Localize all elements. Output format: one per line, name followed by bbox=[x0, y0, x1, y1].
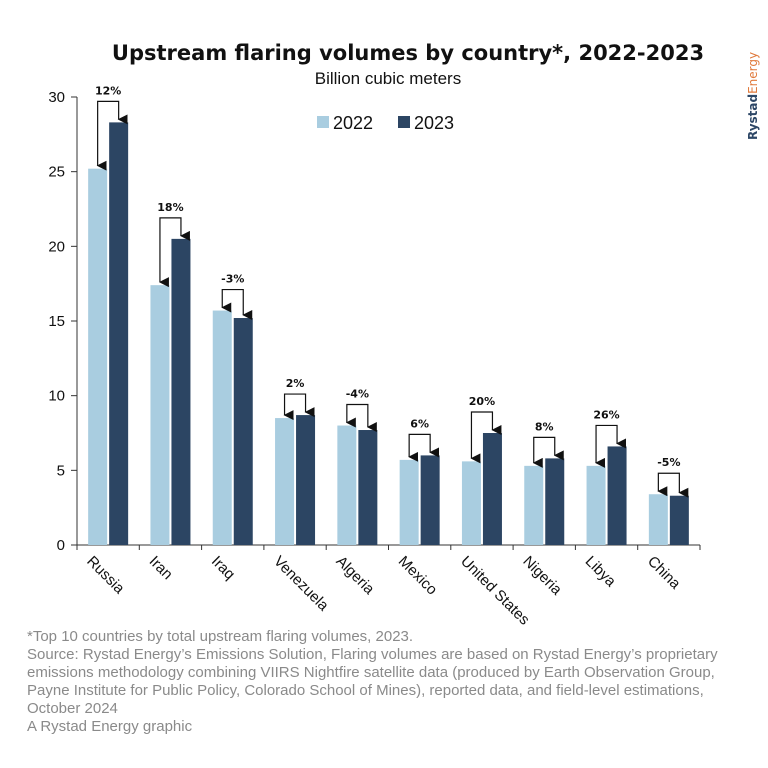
y-tick-label-0: 0 bbox=[57, 537, 65, 554]
x-label-china: China bbox=[644, 553, 684, 593]
bar-russia-2023 bbox=[109, 122, 129, 546]
legend: 2022 2023 bbox=[317, 113, 454, 133]
change-bracket-mexico: 6% bbox=[408, 417, 440, 462]
change-bracket-russia: 12% bbox=[95, 84, 128, 171]
bar-algeria-2022 bbox=[337, 425, 357, 545]
change-label: 2% bbox=[286, 377, 305, 390]
bar-nigeria-2022 bbox=[524, 465, 544, 545]
bracket-line bbox=[158, 217, 190, 288]
bar-united-states-2022 bbox=[461, 461, 481, 545]
bar-russia-2022 bbox=[88, 168, 108, 545]
change-label: -4% bbox=[346, 388, 369, 401]
change-label: -3% bbox=[221, 273, 244, 286]
y-axis: 0 5 10 15 20 25 30 bbox=[48, 89, 78, 554]
change-bracket-china: -5% bbox=[657, 456, 689, 498]
footnote: *Top 10 countries by total upstream flar… bbox=[27, 628, 414, 645]
change-brackets: 12% 18% -3% 2% -4% 6% 20% 8% 26% -5% bbox=[95, 84, 689, 498]
x-label-mexico: Mexico bbox=[395, 553, 441, 599]
change-label: 12% bbox=[95, 84, 121, 97]
change-label: 8% bbox=[535, 420, 554, 433]
change-bracket-libya: 26% bbox=[593, 408, 627, 468]
y-tick-label-5: 5 bbox=[57, 462, 65, 479]
y-tick-label-15: 15 bbox=[48, 313, 65, 330]
x-label-venezuela: Venezuela bbox=[270, 553, 332, 615]
notes: *Top 10 countries by total upstream flar… bbox=[27, 628, 757, 736]
bar-iraq-2022 bbox=[212, 310, 232, 545]
brand-name-light: Energy bbox=[746, 52, 760, 94]
bars bbox=[88, 122, 689, 546]
change-bracket-iran: 18% bbox=[157, 201, 190, 288]
bar-venezuela-2022 bbox=[275, 418, 295, 545]
y-tick-label-20: 20 bbox=[48, 238, 65, 255]
source-note: Source: Rystad Energy’s Emissions Soluti… bbox=[27, 646, 718, 717]
bar-iraq-2023 bbox=[233, 318, 253, 545]
bracket-line bbox=[408, 433, 440, 462]
bar-venezuela-2023 bbox=[296, 415, 316, 545]
legend-swatch-2022 bbox=[317, 116, 329, 128]
bar-china-2023 bbox=[669, 495, 689, 545]
brand-name-bold: Rystad bbox=[746, 94, 760, 140]
bar-nigeria-2023 bbox=[545, 458, 565, 545]
bracket-line bbox=[221, 288, 253, 321]
change-label: -5% bbox=[657, 456, 680, 469]
chart-title: Upstream flaring volumes by country*, 20… bbox=[112, 41, 704, 65]
y-tick-label-25: 25 bbox=[48, 164, 65, 181]
bar-libya-2023 bbox=[607, 446, 627, 545]
brand-logo: RystadEnergy bbox=[746, 52, 760, 140]
change-bracket-nigeria: 8% bbox=[532, 420, 564, 468]
change-label: 20% bbox=[469, 395, 495, 408]
change-label: 26% bbox=[593, 408, 619, 421]
change-bracket-venezuela: 2% bbox=[283, 377, 315, 421]
bracket-line bbox=[470, 411, 502, 464]
x-label-nigeria: Nigeria bbox=[519, 553, 565, 599]
bar-mexico-2023 bbox=[420, 455, 440, 545]
y-tick-label-30: 30 bbox=[48, 89, 65, 106]
change-bracket-algeria: -4% bbox=[345, 388, 377, 433]
bracket-line bbox=[96, 100, 128, 171]
bar-mexico-2022 bbox=[399, 459, 419, 545]
bracket-line bbox=[595, 424, 627, 468]
y-tick-label-10: 10 bbox=[48, 388, 65, 405]
bracket-line bbox=[532, 436, 564, 468]
x-label-libya: Libya bbox=[582, 553, 620, 591]
bracket-line bbox=[283, 393, 315, 421]
change-label: 18% bbox=[157, 201, 183, 214]
x-axis: Russia Iran Iraq Venezuela Algeria Mexico Unit… bbox=[76, 544, 701, 629]
change-bracket-iraq: -3% bbox=[221, 273, 253, 321]
chart-subtitle: Billion cubic meters bbox=[315, 69, 461, 88]
bracket-line bbox=[345, 403, 377, 433]
legend-label-2022: 2022 bbox=[333, 113, 373, 133]
bar-united-states-2023 bbox=[482, 433, 502, 545]
legend-label-2023: 2023 bbox=[414, 113, 454, 133]
change-label: 6% bbox=[410, 417, 429, 430]
bar-libya-2022 bbox=[586, 465, 606, 545]
svg-text:RystadEnergy: RystadEnergy bbox=[746, 52, 760, 140]
bar-iran-2022 bbox=[150, 285, 170, 545]
x-label-iraq: Iraq bbox=[208, 553, 238, 583]
x-label-algeria: Algeria bbox=[333, 553, 379, 599]
x-label-iran: Iran bbox=[146, 553, 176, 583]
x-label-russia: Russia bbox=[83, 553, 128, 598]
change-bracket-united-states: 20% bbox=[469, 395, 502, 464]
bar-china-2022 bbox=[648, 494, 668, 545]
bar-iran-2023 bbox=[171, 238, 191, 545]
bar-algeria-2023 bbox=[358, 430, 378, 545]
credit-note: A Rystad Energy graphic bbox=[27, 718, 193, 735]
bracket-line bbox=[657, 472, 689, 498]
legend-swatch-2023 bbox=[398, 116, 410, 128]
